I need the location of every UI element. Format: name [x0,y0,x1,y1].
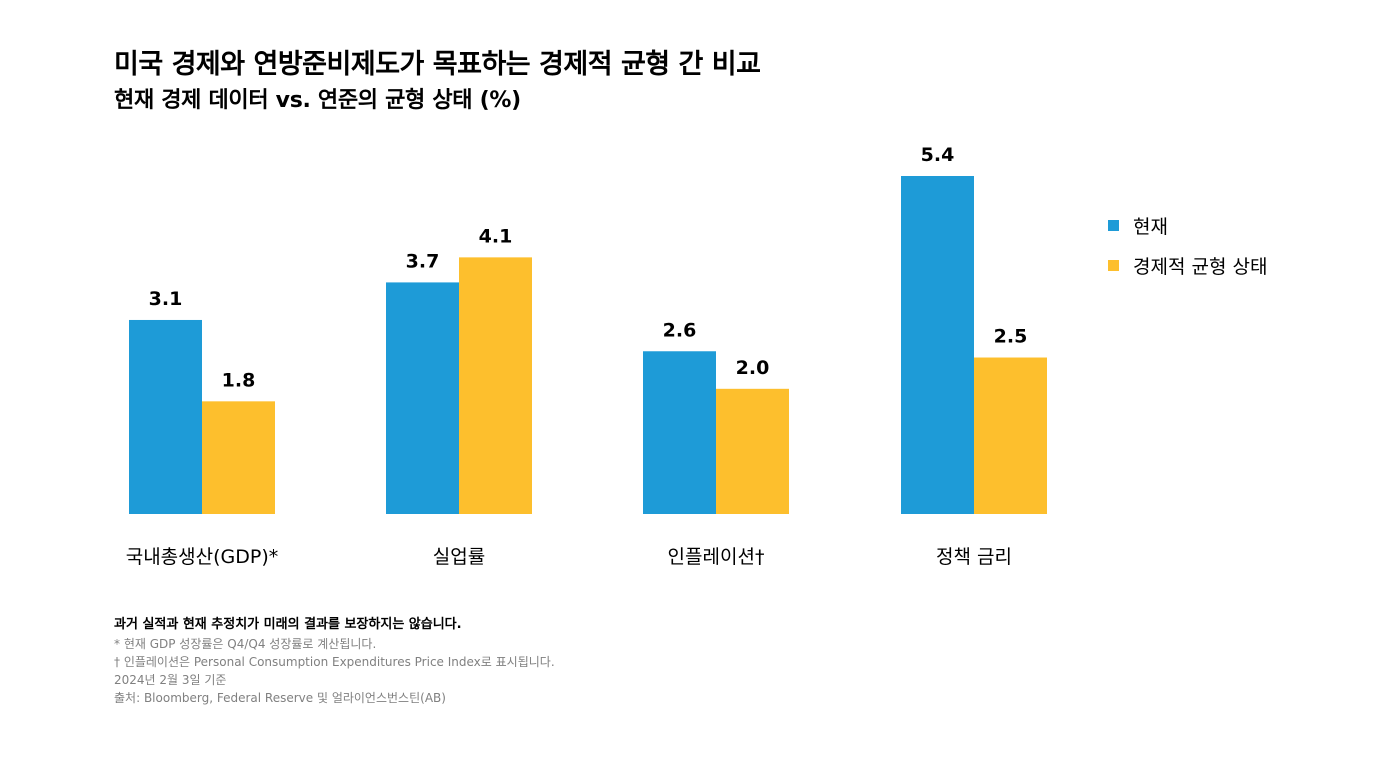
value-label-unemployment-equilibrium: 4.1 [479,225,513,247]
bar-policy-rate-equilibrium [974,357,1047,514]
chart-subtitle: 현재 경제 데이터 vs. 연준의 균형 상태 (%) [114,88,521,113]
category-label-policy-rate: 정책 금리 [936,546,1012,568]
disclaimer-note: 과거 실적과 현재 추정치가 미래의 결과를 보장하지는 않습니다. [114,617,462,632]
gdp-footnote: * 현재 GDP 성장률은 Q4/Q4 성장률로 계산됩니다. [114,637,377,651]
value-label-gdp-equilibrium: 1.8 [222,369,256,391]
category-label-gdp: 국내총생산(GDP)* [126,546,279,568]
legend-swatch-current [1108,219,1119,231]
value-label-inflation-equilibrium: 2.0 [736,357,770,379]
value-label-inflation-current: 2.6 [663,319,697,341]
bar-policy-rate-current [901,176,974,514]
category-label-inflation: 인플레이션† [668,546,765,568]
value-label-unemployment-current: 3.7 [406,250,440,272]
as-of-date: 2024년 2월 3일 기준 [114,673,227,687]
bar-unemployment-equilibrium [459,257,532,514]
legend-item-equilibrium: 경제적 균형 상태 [1108,254,1268,278]
legend-label-current: 현재 [1133,215,1168,238]
legend-label-equilibrium: 경제적 균형 상태 [1133,255,1268,278]
bar-inflation-equilibrium [716,388,789,514]
bar-chart: 3.1 1.8 국내총생산(GDP)* 3.7 4.1 실업률 2.6 2.0 인플레이션† 5.… [126,144,1047,568]
legend-swatch-equilibrium [1108,259,1119,271]
bar-inflation-current [643,351,716,514]
chart-title: 미국 경제와 연방준비제도가 목표하는 경제적 균형 간 비교 [114,49,761,80]
chart-legend: 현재 경제적 균형 상태 [1108,214,1267,294]
value-label-policy-rate-current: 5.4 [921,144,955,166]
value-label-gdp-current: 3.1 [149,288,183,310]
inflation-footnote: † 인플레이션은 Personal Consumption Expenditur… [114,655,555,669]
source-note: 출처: Bloomberg, Federal Reserve 및 얼라이언스번스… [114,691,446,705]
bar-gdp-current [129,319,202,514]
category-label-unemployment: 실업률 [433,546,485,568]
chart-notes: 과거 실적과 현재 추정치가 미래의 결과를 보장하지는 않습니다. * 현재 … [114,616,555,707]
value-label-policy-rate-equilibrium: 2.5 [994,326,1028,348]
bar-unemployment-current [386,282,459,514]
bar-gdp-equilibrium [202,401,275,514]
legend-item-current: 현재 [1108,214,1267,238]
